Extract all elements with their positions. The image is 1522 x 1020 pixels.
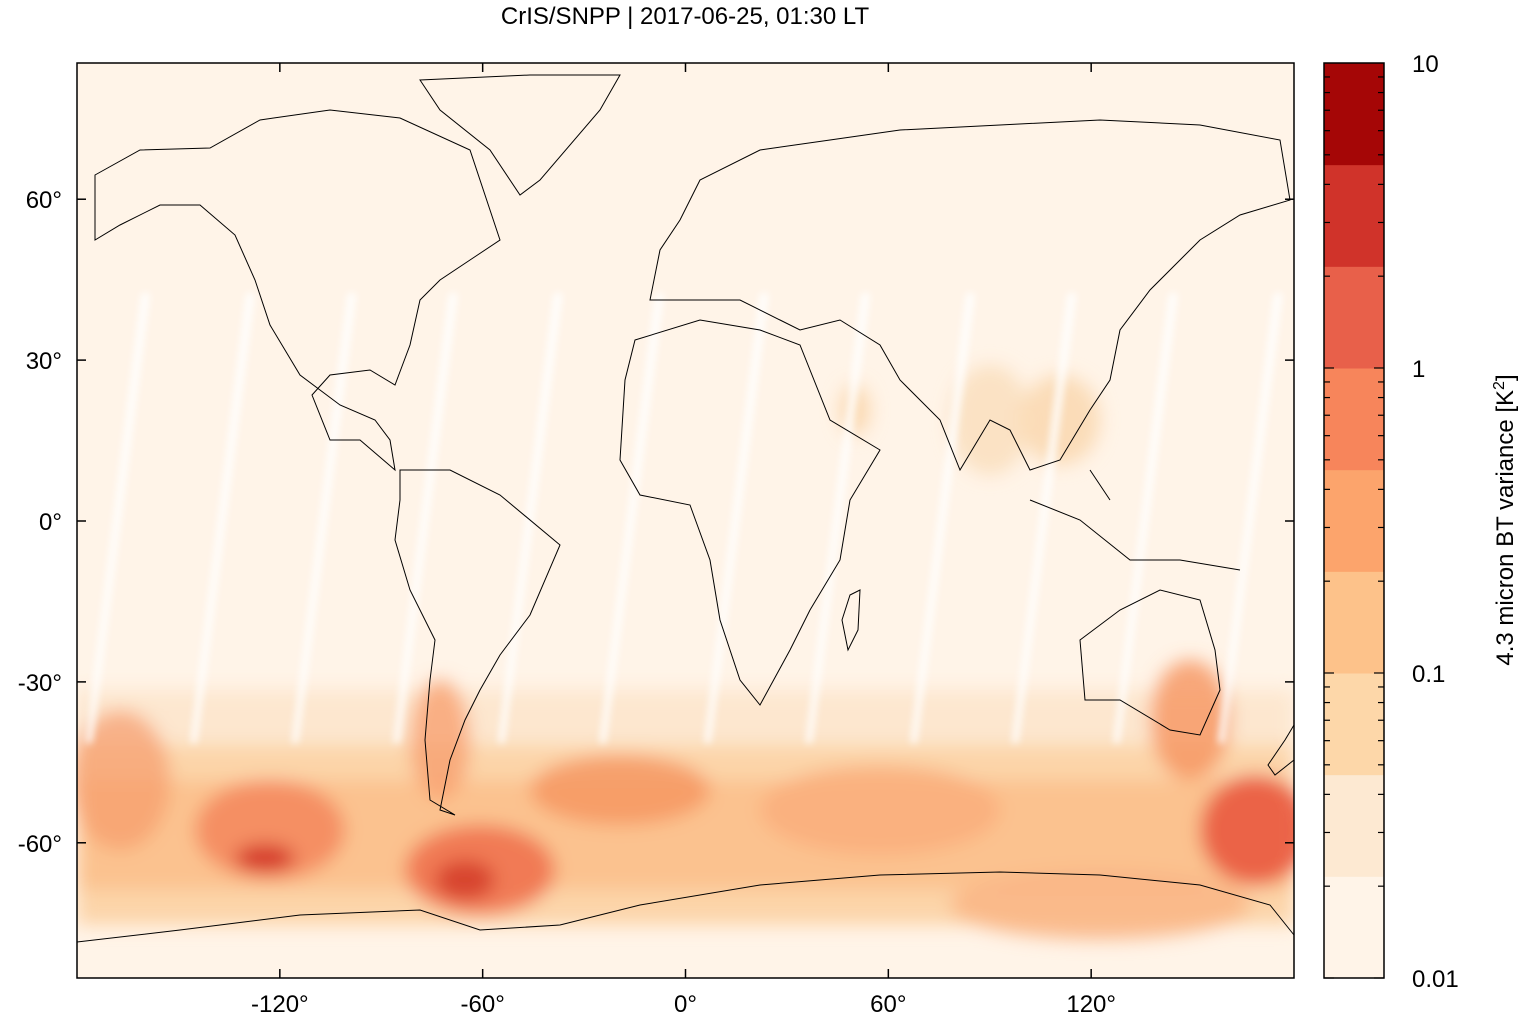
map-panel: [77, 63, 1294, 978]
y-tick-label: 30°: [26, 348, 62, 375]
colorbar-segment: [1324, 266, 1384, 369]
y-axis: 60° 30° 0° -30° -60°: [18, 187, 1294, 858]
chart-title: CrIS/SNPP | 2017-06-25, 01:30 LT: [501, 3, 870, 30]
colorbar-label: 4.3 micron BT variance [K2]: [1491, 374, 1519, 665]
colorbar-segment: [1324, 673, 1384, 776]
field-patch-southeast-asia: [1020, 375, 1100, 465]
coastline-greenland: [419, 74, 621, 196]
coastline-south-america: [394, 469, 561, 816]
y-tick-label: -30°: [18, 670, 62, 697]
colorbar-segment: [1324, 571, 1384, 674]
field-peak-drake: [435, 860, 495, 900]
swath-gap: [910, 293, 975, 743]
colorbar-tick-label: 1: [1412, 356, 1425, 383]
field-patch-pacific: [195, 780, 345, 880]
coastline-madagascar: [841, 589, 861, 652]
swath-gap: [393, 293, 458, 743]
swath-gap: [85, 293, 150, 743]
x-tick-label: 120°: [1066, 991, 1116, 1018]
x-tick-label: 0°: [674, 991, 697, 1018]
field-patch-australia: [1150, 660, 1230, 780]
swath-gap: [1012, 293, 1077, 743]
x-tick-label: -120°: [251, 991, 309, 1018]
field-band-low: [77, 690, 1294, 750]
field-patch-indian: [760, 765, 1000, 855]
field-patch-tasman: [1200, 775, 1294, 885]
field-patch-antarctic: [950, 870, 1250, 940]
x-tick-label: -60°: [461, 991, 505, 1018]
x-tick-label: 60°: [870, 991, 906, 1018]
colorbar-tick-label: 0.1: [1412, 661, 1445, 688]
swath-gap: [1113, 293, 1178, 743]
swath-gap: [498, 293, 563, 743]
swath-gap: [805, 293, 870, 743]
swath-gap: [704, 293, 769, 743]
swath-gap: [1218, 293, 1283, 743]
field-patch-atlantic: [530, 755, 710, 825]
colorbar-tick-label: 0.01: [1412, 966, 1459, 993]
coastline-australia: [1079, 589, 1221, 736]
colorbar-label-base: 4.3 micron BT variance [K: [1492, 390, 1519, 666]
coastline-new-zealand: [1267, 724, 1294, 776]
coastline-indonesia: [1029, 469, 1241, 571]
colorbar-segment: [1324, 469, 1384, 572]
swath-gap: [599, 293, 664, 743]
coastline-north-america: [94, 109, 501, 472]
y-tick-label: 0°: [39, 509, 62, 536]
y-tick-label: 60°: [26, 187, 62, 214]
colorbar-label-sup: 2: [1491, 381, 1508, 390]
colorbar-frame: [1323, 62, 1385, 979]
swath-gap: [190, 293, 255, 743]
x-axis: -120° -60° 0° 60° 120°: [251, 63, 1116, 1018]
colorbar-label-end: ]: [1492, 374, 1519, 381]
coastlines: [77, 74, 1294, 943]
coastline-africa: [619, 319, 881, 706]
field-patch-andes: [410, 680, 470, 800]
y-tick-label: -60°: [18, 831, 62, 858]
coastline-eurasia: [649, 119, 1291, 472]
colorbar-segment: [1324, 876, 1384, 979]
coastline-antarctica: [77, 871, 1294, 943]
colorbar: 10 1 0.1 0.01: [1323, 51, 1459, 993]
field-patch-pacific-west: [77, 710, 170, 850]
colorbar-tick-label: 10: [1412, 51, 1439, 78]
colorbar-segment: [1324, 164, 1384, 267]
colorbar-segment: [1324, 368, 1384, 471]
colorbar-segment: [1324, 63, 1384, 166]
field-peak-pacific: [235, 844, 295, 872]
colorbar-segment: [1324, 774, 1384, 877]
